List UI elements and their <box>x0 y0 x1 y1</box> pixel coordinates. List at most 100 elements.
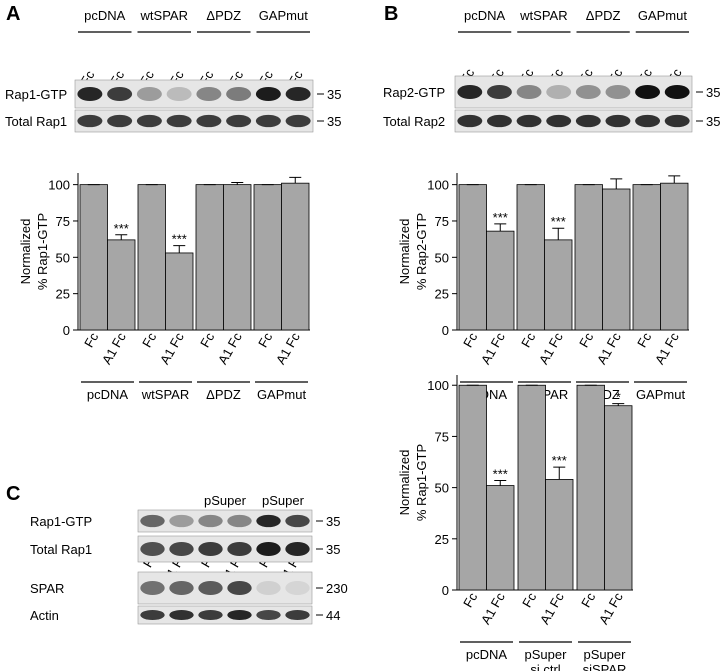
blot-strip <box>137 535 313 563</box>
x-tick-label: A1 Fc <box>157 330 187 367</box>
band <box>169 542 194 556</box>
band <box>285 581 310 595</box>
bar <box>165 252 194 331</box>
x-tick-label: A1 Fc <box>215 330 245 367</box>
band <box>635 85 661 99</box>
band <box>256 542 281 556</box>
x-tick-label: A1 Fc <box>652 330 682 367</box>
band <box>107 87 133 101</box>
error-bar <box>552 227 565 240</box>
band <box>169 581 194 595</box>
group-label: ΔPDZ <box>586 8 621 23</box>
mw-label: 35 <box>327 87 341 102</box>
band <box>136 114 162 128</box>
x-tick-label: Fc <box>460 330 480 350</box>
band <box>166 114 192 128</box>
y-tick-label: 25 <box>435 287 449 302</box>
band <box>256 609 281 621</box>
band <box>605 85 631 99</box>
y-tick-label: 100 <box>427 178 449 193</box>
error-bar <box>289 176 302 184</box>
significance: *** <box>114 221 129 236</box>
bar <box>576 384 605 591</box>
bar <box>602 188 631 331</box>
band <box>107 114 133 128</box>
band <box>546 85 572 99</box>
bar <box>79 184 108 331</box>
row-label: Rap2-GTP <box>383 85 445 100</box>
error-bar <box>668 175 681 184</box>
x-tick-label: A1 Fc <box>99 330 129 367</box>
group-label: GAPmut <box>257 387 307 402</box>
band <box>605 114 631 128</box>
error-bar <box>612 403 625 406</box>
group-label: pSuper <box>525 647 568 662</box>
blot-strip <box>74 109 314 133</box>
significance: *** <box>552 453 567 468</box>
band <box>140 609 165 621</box>
band <box>198 581 223 595</box>
band <box>140 542 165 556</box>
band <box>256 514 281 528</box>
band <box>226 114 252 128</box>
group-label: GAPmut <box>636 387 686 402</box>
group-label: GAPmut <box>638 8 688 23</box>
bar <box>223 184 252 331</box>
bar <box>458 184 487 331</box>
x-tick-label: Fc <box>576 330 596 350</box>
panel-label: C <box>6 483 20 505</box>
bar <box>486 230 515 331</box>
group-label: pSuper <box>584 647 627 662</box>
error-bar <box>610 178 623 189</box>
y-tick-label: 50 <box>435 250 449 265</box>
x-tick-label: Fc <box>81 330 101 350</box>
band <box>285 114 311 128</box>
row-label: Rap1-GTP <box>5 87 67 102</box>
y-axis-label: Normalized <box>18 219 33 285</box>
y-axis-label: % Rap1-GTP <box>414 444 429 521</box>
bar <box>544 239 573 331</box>
band <box>169 609 194 621</box>
group-label: pcDNA <box>464 8 506 23</box>
panel-label: A <box>6 3 20 25</box>
band <box>285 514 310 528</box>
band <box>136 87 162 101</box>
panel-label: B <box>384 3 398 25</box>
significance: *** <box>551 214 566 229</box>
y-tick-label: 25 <box>56 287 70 302</box>
band <box>546 114 572 128</box>
band <box>140 581 165 595</box>
mw-label: 35 <box>706 114 720 129</box>
bar <box>517 384 546 591</box>
band <box>226 87 252 101</box>
x-tick-label: Fc <box>139 330 159 350</box>
bar <box>281 182 310 331</box>
band <box>198 609 223 621</box>
band <box>285 542 310 556</box>
row-label: Actin <box>30 608 59 623</box>
group-label: pSuper <box>204 493 247 508</box>
bar <box>545 479 574 591</box>
y-tick-label: 50 <box>435 481 449 496</box>
x-tick-label: A1 Fc <box>537 590 567 627</box>
mw-label: 35 <box>326 542 340 557</box>
bar <box>458 384 487 591</box>
mw-label: 35 <box>326 514 340 529</box>
error-bar <box>115 234 128 240</box>
band <box>166 87 192 101</box>
y-tick-label: 50 <box>56 250 70 265</box>
row-label: Rap1-GTP <box>30 514 92 529</box>
significance: * <box>616 390 621 405</box>
mw-label: 35 <box>706 85 720 100</box>
x-tick-label: Fc <box>519 590 539 610</box>
band <box>457 114 483 128</box>
x-tick-label: Fc <box>518 330 538 350</box>
band <box>227 609 252 621</box>
blot-strip <box>137 571 313 605</box>
band <box>285 609 310 621</box>
band <box>169 514 194 528</box>
x-tick-label: A1 Fc <box>478 590 508 627</box>
x-tick-label: Fc <box>578 590 598 610</box>
band <box>196 114 222 128</box>
band <box>256 581 281 595</box>
